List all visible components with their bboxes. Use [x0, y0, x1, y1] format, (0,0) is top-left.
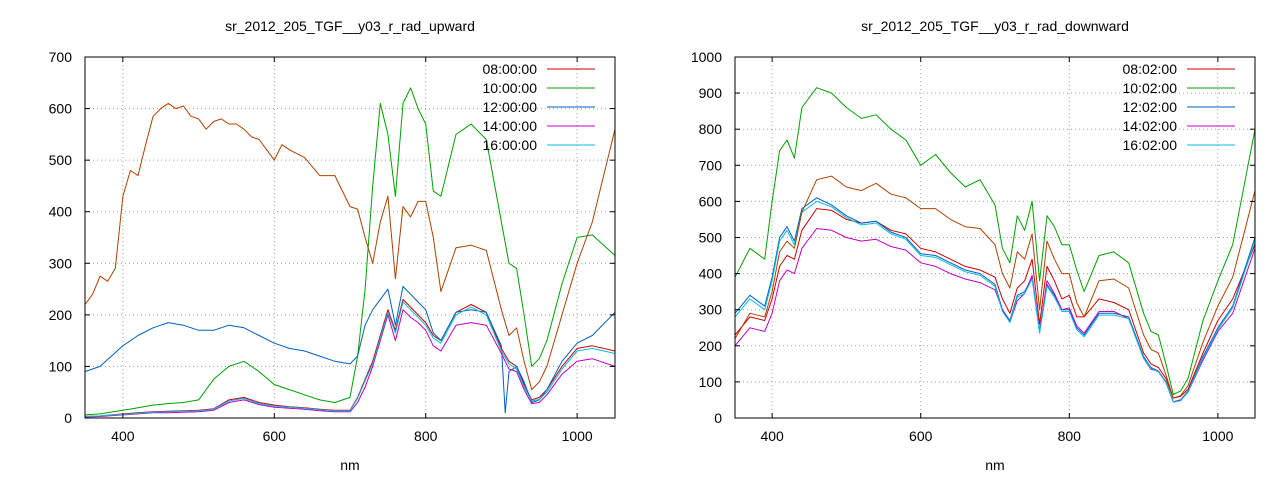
series-line: [734, 197, 1256, 403]
x-axis-label: nm: [985, 457, 1004, 473]
legend-label: 16:02:00: [1123, 137, 1178, 153]
y-tick-label: 900: [699, 85, 723, 101]
x-tick-label: 400: [760, 428, 784, 444]
legend-label: 08:00:00: [483, 61, 538, 77]
y-tick-label: 700: [49, 49, 73, 65]
y-tick-label: 100: [699, 374, 723, 390]
y-tick-label: 600: [49, 101, 73, 117]
y-tick-label: 600: [699, 193, 723, 209]
legend-label: 10:02:00: [1123, 80, 1178, 96]
series-line: [734, 175, 1256, 399]
legend-label: 12:00:00: [483, 99, 538, 115]
series-line: [734, 87, 1256, 395]
y-tick-label: 300: [699, 302, 723, 318]
x-tick-label: 800: [1058, 428, 1082, 444]
legend-label: 14:02:00: [1123, 118, 1178, 134]
x-tick-label: 800: [414, 428, 438, 444]
x-tick-label: 400: [111, 428, 135, 444]
series-line: [84, 309, 616, 418]
chart-title: sr_2012_205_TGF__y03_r_rad_upward: [225, 18, 475, 34]
x-tick-label: 600: [263, 428, 287, 444]
y-tick-label: 800: [699, 121, 723, 137]
y-tick-label: 500: [49, 152, 73, 168]
series-line: [84, 87, 616, 416]
y-tick-label: 700: [699, 157, 723, 173]
y-tick-label: 500: [699, 230, 723, 246]
y-tick-label: 300: [49, 255, 73, 271]
y-tick-label: 1000: [691, 49, 722, 65]
y-tick-label: 400: [49, 204, 73, 220]
legend-label: 08:02:00: [1123, 61, 1178, 77]
series-line: [734, 200, 1256, 403]
y-tick-label: 0: [714, 410, 722, 426]
series-line: [84, 286, 616, 414]
chart-title: sr_2012_205_TGF__y03_r_rad_downward: [861, 18, 1129, 34]
x-tick-label: 1000: [562, 428, 593, 444]
x-tick-label: 600: [909, 428, 933, 444]
legend-label: 14:00:00: [483, 118, 538, 134]
chart-downward: 400 600 800 1000 0 100 200 300 400 500 600 700 800 90…: [691, 18, 1256, 473]
series-line: [734, 208, 1256, 399]
chart-upward: 400 600 800 1000 0 100 200 300 400 500 600 700 sr_20…: [49, 18, 616, 473]
y-tick-label: 200: [699, 338, 723, 354]
y-tick-label: 200: [49, 307, 73, 323]
legend-label: 16:00:00: [483, 137, 538, 153]
legend-label: 12:02:00: [1123, 99, 1178, 115]
series-line: [734, 228, 1256, 403]
plot-frame: [84, 56, 616, 419]
legend-label: 10:00:00: [483, 80, 538, 96]
series-line: [84, 102, 616, 391]
y-tick-label: 400: [699, 266, 723, 282]
x-axis-label: nm: [340, 457, 359, 473]
series-line: [84, 298, 616, 417]
y-tick-label: 0: [64, 410, 72, 426]
x-tick-label: 1000: [1202, 428, 1233, 444]
y-tick-label: 100: [49, 358, 73, 374]
series-line: [84, 301, 616, 417]
